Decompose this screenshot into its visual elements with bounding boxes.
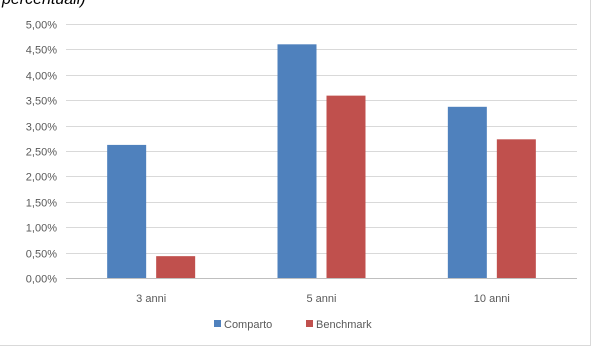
bar-comparto-2: [277, 44, 317, 278]
legend-label: Benchmark: [316, 319, 372, 331]
y-tick-label: 5,00%: [26, 20, 57, 32]
x-tick-label: 5 anni: [307, 293, 337, 305]
bar-benchmark-1: [156, 256, 196, 278]
gridlines: [66, 24, 577, 279]
bar-benchmark-3: [496, 139, 536, 278]
y-tick-label: 0,00%: [26, 274, 57, 286]
legend-swatch: [214, 320, 221, 327]
y-tick-label: 0,50%: [26, 249, 57, 261]
legend: Comparto Benchmark: [214, 319, 372, 331]
y-tick-label: 3,00%: [26, 122, 57, 134]
x-tick-label: 3 anni: [136, 293, 166, 305]
y-tick-label: 2,00%: [26, 172, 57, 184]
y-tick-label: 1,50%: [26, 198, 57, 210]
legend-swatch: [306, 320, 313, 327]
chart-caption: percentuali): [2, 0, 86, 9]
y-tick-label: 4,50%: [26, 45, 57, 57]
x-tick-label: 10 anni: [474, 293, 510, 305]
bar-comparto-3: [447, 106, 487, 278]
legend-label: Comparto: [224, 319, 272, 331]
bar-comparto-1: [107, 144, 147, 278]
bars: [107, 44, 536, 279]
y-tick-label: 4,00%: [26, 71, 57, 83]
bar-benchmark-2: [326, 95, 366, 279]
y-tick-label: 2,50%: [26, 147, 57, 159]
x-axis-tick-labels: 3 anni 5 anni 10 anni: [136, 293, 510, 305]
y-axis-tick-labels: 0,00% 0,50% 1,00% 1,50% 2,00% 2,50% 3,00% 3,50%…: [26, 20, 57, 286]
y-tick-label: 1,00%: [26, 223, 57, 235]
y-tick-label: 3,50%: [26, 96, 57, 108]
